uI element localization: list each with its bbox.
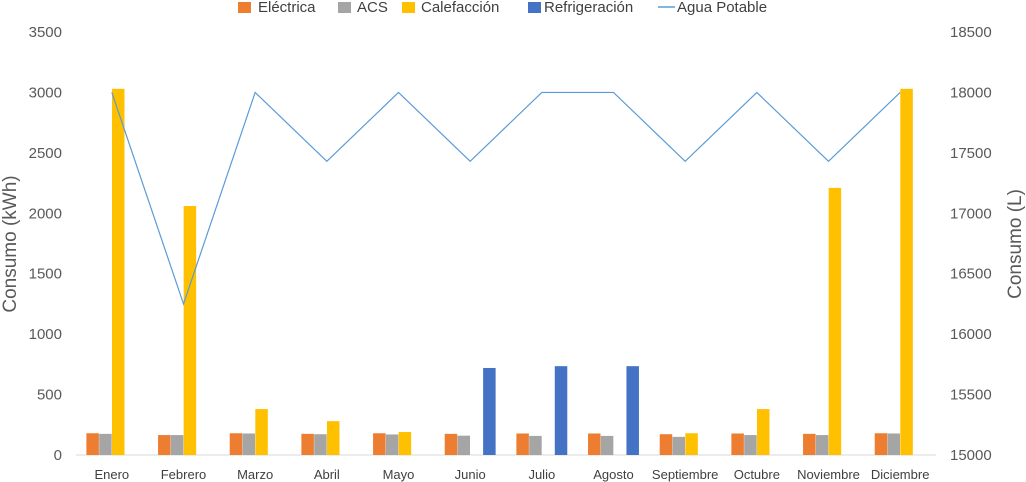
y-tick-label: 3000 <box>29 84 62 101</box>
bar <box>731 433 744 455</box>
y-tick-label: 2500 <box>29 145 62 162</box>
y2-axis-title: Consumo (L) <box>1005 189 1026 299</box>
bar <box>600 435 614 455</box>
x-tick-label: Enero <box>94 467 129 482</box>
line-agua-potable <box>111 91 901 306</box>
y2-tick-label: 16500 <box>950 266 992 283</box>
bar <box>229 433 243 455</box>
y-axis-title: Consumo (kWh) <box>0 175 21 312</box>
y-tick-label: 3500 <box>29 24 62 41</box>
y2-tick-label: 15000 <box>950 447 992 464</box>
legend-swatch <box>238 2 251 13</box>
bar <box>588 433 601 455</box>
x-tick-label: Diciembre <box>871 467 930 482</box>
bar <box>828 187 842 455</box>
legend-swatch <box>528 2 541 13</box>
y-tick-label: 1500 <box>29 266 62 283</box>
bar <box>301 433 314 455</box>
legend: Eléctrica ACS Calefacción Refrigeración Agua… <box>238 0 767 16</box>
legend-label: Refrigeración <box>544 0 633 16</box>
bar <box>887 433 901 455</box>
bar <box>874 433 888 455</box>
bar <box>756 409 770 455</box>
bar <box>626 366 639 455</box>
y2-tick-label: 17000 <box>950 205 992 222</box>
bar <box>483 367 496 455</box>
x-tick-label: Julio <box>528 467 555 482</box>
legend-label: Agua Potable <box>677 0 767 16</box>
bar <box>183 206 197 455</box>
x-tick-label: Octubre <box>734 467 780 482</box>
bar <box>900 88 913 456</box>
y2-tick-label: 18000 <box>950 84 992 101</box>
y2-axis-ticks: 15000 15500 16000 16500 17000 17500 18000 18500 <box>950 24 992 464</box>
bar <box>457 435 471 455</box>
category-labels: Enero Febrero Marzo Abril Mayo Junio Julio Agos… <box>94 467 929 482</box>
bar <box>529 435 542 455</box>
y-tick-label: 1000 <box>29 326 62 343</box>
bar <box>326 421 340 455</box>
bar <box>444 433 458 455</box>
bar <box>158 435 171 455</box>
bar <box>815 435 829 455</box>
bar <box>398 432 412 455</box>
line-series <box>111 91 901 306</box>
bar <box>744 435 757 455</box>
y-tick-label: 500 <box>37 387 62 404</box>
bar <box>373 433 386 455</box>
x-tick-label: Agosto <box>593 467 633 482</box>
bar <box>255 409 268 455</box>
bar <box>516 433 529 455</box>
x-tick-label: Mayo <box>383 467 415 482</box>
legend-label: ACS <box>357 0 388 16</box>
x-tick-label: Febrero <box>161 467 207 482</box>
y2-tick-label: 18500 <box>950 24 992 41</box>
bar <box>803 433 816 455</box>
bar <box>111 88 125 456</box>
bar <box>242 433 256 455</box>
bar <box>672 436 686 455</box>
legend-swatch <box>402 2 415 13</box>
y-tick-label: 2000 <box>29 205 62 222</box>
bar <box>554 366 568 455</box>
x-tick-label: Marzo <box>237 467 273 482</box>
x-tick-label: Septiembre <box>652 467 718 482</box>
y2-tick-label: 16000 <box>950 326 992 343</box>
bar <box>170 435 184 455</box>
bar <box>659 434 673 455</box>
bar <box>685 433 698 455</box>
bar <box>385 434 399 455</box>
bar <box>314 434 327 455</box>
legend-label: Calefacción <box>421 0 499 16</box>
bar <box>86 433 99 455</box>
x-tick-label: Abril <box>314 467 340 482</box>
legend-label: Eléctrica <box>258 0 316 16</box>
y2-tick-label: 17500 <box>950 145 992 162</box>
y-tick-label: 0 <box>54 447 62 464</box>
bars <box>86 88 913 456</box>
x-tick-label: Junio <box>455 467 486 482</box>
y-axis-ticks: 0 500 1000 1500 2000 2500 3000 3500 <box>29 24 62 464</box>
y2-tick-label: 15500 <box>950 387 992 404</box>
bar <box>99 433 112 455</box>
x-tick-label: Noviembre <box>797 467 860 482</box>
legend-swatch <box>338 2 351 13</box>
